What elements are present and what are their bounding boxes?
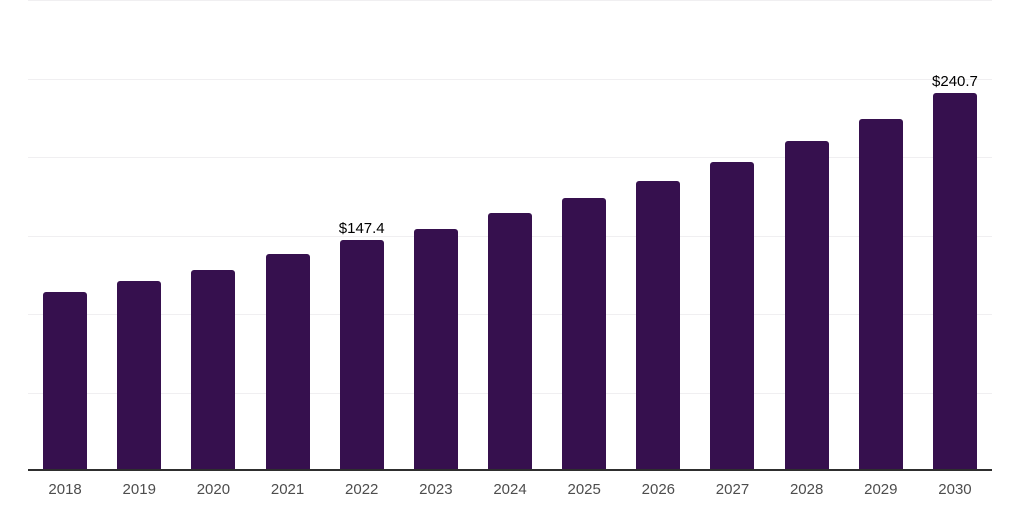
band-2020 <box>176 0 250 471</box>
x-tick-label-2028: 2028 <box>789 481 824 498</box>
x-tick-label-2021: 2021 <box>270 481 305 498</box>
band-2026 <box>621 0 695 471</box>
band-2023 <box>399 0 473 471</box>
x-tick-label-2018: 2018 <box>48 481 82 498</box>
plot-area: $147.4 $240.7 <box>28 0 992 471</box>
bar-2024 <box>488 213 533 471</box>
band-2018 <box>28 0 102 471</box>
gridline-200 <box>28 157 992 158</box>
x-tick-label-2025: 2025 <box>567 481 601 498</box>
bar-2028 <box>784 141 829 471</box>
band-2030: $240.7 <box>918 0 992 471</box>
bar-2022: $147.4 <box>339 220 385 471</box>
x-tick-label-2020: 2020 <box>196 481 231 498</box>
band-2022: $147.4 <box>325 0 399 471</box>
x-tick-label-2019: 2019 <box>122 481 156 498</box>
band-2025 <box>547 0 621 471</box>
x-tick-label-2024: 2024 <box>493 481 527 498</box>
x-tick-label-2022: 2022 <box>345 481 379 498</box>
bar-2026 <box>636 181 681 471</box>
x-tick-label-2023: 2023 <box>419 481 453 498</box>
bar-2018 <box>43 292 88 471</box>
bar-2023 <box>413 228 458 471</box>
bar-2021 <box>265 254 310 471</box>
bar-2029 <box>858 118 903 471</box>
band-2027 <box>695 0 769 471</box>
x-tick-label-2026: 2026 <box>641 481 676 498</box>
bars-layer: $147.4 $240.7 <box>28 0 992 471</box>
x-tick-label-2030: 2030 <box>938 481 972 498</box>
band-2024 <box>473 0 547 471</box>
band-2021 <box>250 0 324 471</box>
bar-2019 <box>117 281 162 471</box>
x-axis-line <box>28 469 992 471</box>
band-2029 <box>844 0 918 471</box>
bar-2030: $240.7 <box>932 73 978 471</box>
bar-2025 <box>562 197 607 471</box>
bar-value-label-2030: $240.7 <box>932 73 978 91</box>
x-tick-label-2027: 2027 <box>715 481 750 498</box>
gridline-250 <box>28 78 992 80</box>
x-axis-labels: 2018 2019 2020 2021 2022 2023 2024 2025 2026 2027… <box>28 479 992 501</box>
band-2028 <box>770 0 844 471</box>
bar-value-label-2022: $147.4 <box>338 219 385 237</box>
band-2019 <box>102 0 176 471</box>
bar-2027 <box>710 162 755 471</box>
x-tick-label-2029: 2029 <box>864 481 898 498</box>
gridline-300 <box>28 0 992 1</box>
bar-2020 <box>191 270 236 471</box>
